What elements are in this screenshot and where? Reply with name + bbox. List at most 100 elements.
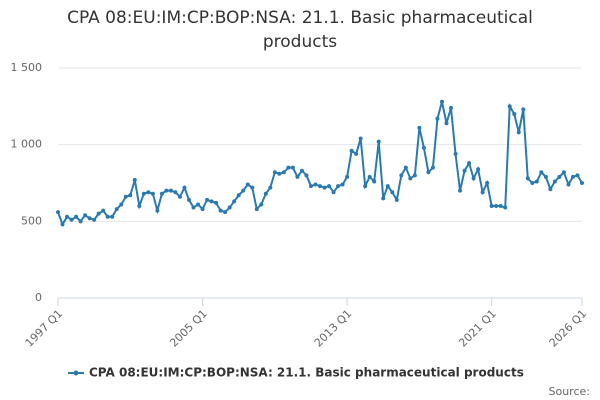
data-point: [214, 200, 219, 205]
data-point: [141, 191, 146, 196]
x-tick-label: 2021 Q1: [456, 307, 499, 350]
data-point: [552, 179, 557, 184]
y-tick-label: 0: [35, 291, 42, 304]
data-point: [498, 204, 503, 208]
data-point: [250, 185, 255, 190]
data-point: [110, 214, 115, 219]
data-point: [286, 165, 291, 170]
source: Source:: [549, 385, 591, 398]
data-point: [372, 179, 377, 184]
data-point: [476, 167, 481, 172]
data-point: [155, 208, 160, 213]
data-point: [318, 184, 322, 189]
data-point: [96, 211, 101, 216]
data-point: [308, 184, 313, 189]
data-point: [304, 173, 309, 178]
data-point: [530, 181, 535, 185]
data-point: [137, 204, 142, 208]
data-point: [340, 182, 345, 187]
data-point: [187, 197, 191, 202]
data-point: [105, 214, 110, 219]
data-point: [65, 214, 70, 219]
data-point: [254, 207, 259, 212]
data-point: [390, 190, 395, 195]
data-point: [295, 174, 300, 179]
data-point: [173, 190, 178, 195]
data-point: [525, 176, 530, 181]
data-point: [168, 188, 173, 193]
data-point: [471, 176, 476, 181]
data-point: [322, 185, 327, 190]
data-point: [123, 194, 128, 199]
data-point: [480, 190, 485, 195]
data-point: [236, 193, 241, 198]
y-tick-label: 1 500: [11, 61, 43, 74]
data-point: [290, 165, 295, 170]
data-point: [78, 219, 83, 224]
data-point: [268, 185, 273, 190]
x-tick-label: 2005 Q1: [167, 307, 210, 350]
data-point: [182, 185, 187, 190]
data-point: [259, 202, 264, 207]
data-point: [87, 216, 92, 221]
data-point: [381, 196, 386, 201]
data-point: [417, 125, 422, 130]
data-point: [412, 173, 417, 178]
data-point: [119, 202, 124, 207]
data-point: [507, 104, 512, 109]
data-point: [164, 188, 169, 193]
data-point: [128, 193, 133, 198]
data-point: [200, 207, 205, 212]
data-point: [101, 208, 106, 213]
data-point: [92, 217, 97, 222]
x-tick-label: 1997 Q1: [23, 307, 66, 350]
data-point: [349, 148, 354, 153]
legend-marker: [73, 370, 79, 376]
data-point: [56, 210, 60, 215]
data-point: [313, 182, 318, 187]
data-point: [385, 184, 390, 189]
data-point: [494, 204, 499, 208]
data-point: [580, 181, 584, 185]
data-point: [327, 184, 332, 189]
data-point: [159, 191, 164, 196]
data-point: [363, 184, 368, 189]
data-point: [485, 181, 490, 185]
data-point: [467, 161, 472, 166]
data-point: [430, 165, 435, 170]
x-tick-label: 2026 Q1: [547, 307, 590, 350]
data-point: [557, 174, 562, 179]
data-point: [489, 204, 494, 208]
data-point: [205, 197, 210, 202]
data-point: [543, 174, 548, 179]
data-point: [272, 170, 277, 175]
data-point: [503, 205, 508, 210]
data-point: [177, 194, 182, 199]
data-point: [336, 184, 341, 189]
data-point: [399, 173, 404, 178]
data-point: [539, 170, 544, 175]
data-point: [403, 165, 408, 170]
data-point: [241, 188, 246, 193]
data-point: [299, 168, 304, 173]
data-point: [462, 168, 467, 173]
data-point: [516, 130, 521, 135]
data-point: [74, 214, 79, 219]
data-point: [209, 199, 214, 204]
data-point: [435, 116, 440, 121]
data-point: [83, 213, 88, 218]
y-tick-label: 1 000: [11, 138, 43, 151]
data-point: [534, 179, 539, 184]
data-point: [439, 99, 444, 104]
data-point: [367, 174, 372, 179]
data-point: [575, 173, 580, 178]
data-point: [60, 222, 65, 227]
data-point: [548, 187, 553, 192]
data-point: [354, 151, 359, 156]
chart-title: CPA 08:EU:IM:CP:BOP:NSA: 21.1. Basic pha…: [67, 8, 533, 52]
data-point: [114, 207, 119, 212]
data-point: [358, 136, 363, 141]
data-point: [521, 107, 526, 112]
